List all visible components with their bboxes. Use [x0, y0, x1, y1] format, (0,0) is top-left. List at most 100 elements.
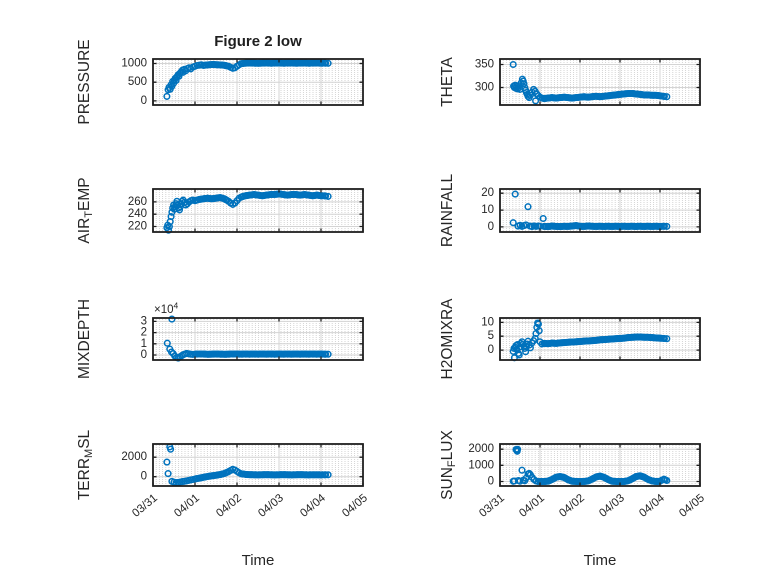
data-point-marker	[532, 97, 540, 105]
axis-exponent-label: ×104	[154, 301, 179, 317]
y-tick-label: 240	[128, 208, 147, 220]
x-axis-label-right: Time	[583, 552, 617, 569]
data-point-marker	[175, 206, 184, 214]
y-tick-label: 0	[141, 471, 147, 483]
data-point-marker	[660, 222, 668, 230]
data-point-marker	[663, 93, 671, 101]
tick-marks	[152, 318, 364, 360]
y-tick-label: 0	[488, 221, 494, 233]
data-series-sun-flux	[509, 445, 671, 486]
data-point-marker	[663, 476, 671, 485]
data-point-marker	[324, 350, 332, 358]
data-series-pressure	[163, 59, 332, 100]
data-point-marker	[324, 59, 332, 67]
x-tick-label: 03/31	[477, 492, 507, 520]
x-tick-label: 04/05	[340, 492, 370, 520]
axes-box	[152, 317, 364, 361]
y-axis-label-air-temp: AIRTEMP	[76, 177, 95, 243]
data-point-marker	[164, 226, 173, 234]
x-tick-label: 04/04	[637, 492, 667, 520]
y-tick-label: 10	[481, 316, 494, 328]
subplot-pressure: 0 500 1000 PRESSURE	[76, 39, 364, 125]
data-point-marker	[164, 470, 172, 478]
y-tick-label: 5	[488, 330, 494, 342]
data-point-marker	[511, 190, 519, 198]
data-point-marker	[324, 192, 332, 200]
y-tick-label: 2000	[121, 451, 147, 463]
y-tick-label: 500	[128, 76, 147, 88]
x-tick-label: 04/02	[557, 492, 587, 520]
y-tick-label: 350	[475, 59, 494, 71]
major-grid	[153, 59, 363, 105]
data-series-h2omixra	[509, 319, 671, 362]
data-point-marker	[509, 219, 517, 227]
y-tick-label: 300	[475, 82, 494, 94]
y-axis-label-pressure: PRESSURE	[76, 39, 93, 124]
y-tick-label: 2	[141, 327, 147, 339]
tick-marks	[499, 59, 701, 105]
x-tick-label: 04/01	[172, 492, 202, 520]
data-point-marker	[663, 335, 671, 343]
major-grid	[500, 59, 700, 105]
tick-marks	[152, 189, 364, 232]
data-series-mixdepth	[163, 315, 332, 362]
tick-marks	[499, 189, 701, 232]
data-series-terr-msl	[163, 443, 332, 487]
y-tick-label: 260	[128, 196, 147, 208]
axes-box	[152, 188, 364, 233]
x-tick-label: 03/31	[130, 492, 160, 520]
data-series-air-temp	[163, 190, 332, 234]
data-point-marker	[167, 213, 175, 221]
y-axis-label-mixdepth: MIXDEPTH	[76, 299, 93, 379]
data-point-marker	[163, 92, 171, 100]
subplot-theta: 300 350 THETA	[439, 57, 701, 107]
tick-marks	[152, 444, 364, 486]
tick-marks	[152, 59, 364, 105]
y-axis-label-h2omixra: H2OMIXRA	[439, 298, 456, 380]
y-tick-label: 0	[141, 95, 147, 107]
x-tick-label: 04/03	[256, 492, 286, 520]
subplot-h2omixra: 0 5 10 H2OMIXRA	[439, 298, 701, 380]
data-point-marker	[522, 221, 530, 229]
tick-marks	[499, 318, 701, 360]
data-point-marker	[167, 445, 175, 453]
data-point-marker	[163, 458, 171, 466]
minor-grid	[155, 190, 362, 231]
y-tick-label: 1000	[468, 459, 494, 471]
x-tick-label: 04/04	[298, 492, 328, 520]
subplot-rainfall: 0 10 20 RAINFALL	[439, 174, 701, 247]
data-point-marker	[163, 339, 171, 347]
y-tick-label: 1000	[121, 57, 147, 69]
y-tick-label: 0	[141, 349, 147, 361]
minor-grid	[155, 319, 362, 359]
data-point-marker	[322, 350, 330, 358]
y-axis-label-sun-flux: SUNFLUX	[439, 430, 458, 500]
tick-marks	[499, 444, 701, 486]
data-point-marker	[534, 320, 542, 328]
data-point-marker	[539, 214, 547, 223]
y-tick-label: 0	[488, 344, 494, 356]
axes-box	[499, 58, 701, 106]
data-point-marker	[515, 351, 523, 359]
y-tick-label: 3	[141, 315, 147, 327]
y-tick-label: 10	[481, 204, 494, 216]
data-point-marker	[509, 60, 517, 69]
y-axis-label-terr-msl: TERRMSL	[76, 429, 95, 500]
data-point-marker	[324, 471, 332, 479]
x-tick-label: 04/03	[597, 492, 627, 520]
major-grid	[153, 444, 363, 486]
minor-grid	[155, 445, 362, 485]
x-tick-label: 04/02	[214, 492, 244, 520]
data-series-theta	[509, 60, 671, 105]
data-point-marker	[322, 59, 330, 67]
axes-box	[499, 317, 701, 361]
data-point-marker	[518, 466, 526, 474]
major-grid	[153, 189, 363, 232]
x-axis-label-left: Time	[241, 552, 275, 569]
y-tick-label: 1	[141, 338, 147, 350]
data-series-rainfall	[509, 190, 671, 231]
